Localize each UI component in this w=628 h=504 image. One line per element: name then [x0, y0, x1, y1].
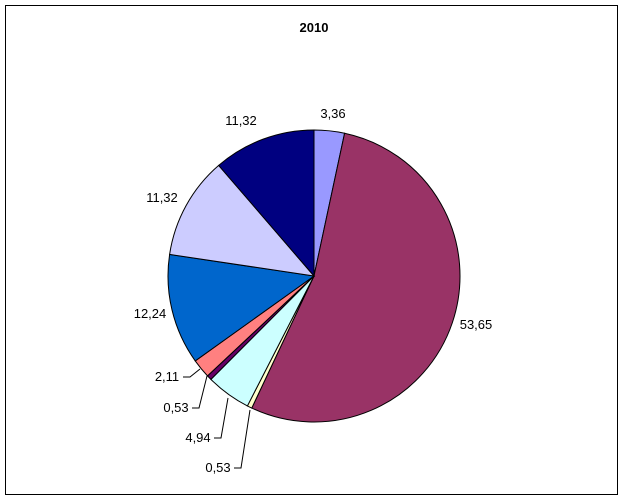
- data-label: 3,36: [320, 106, 345, 121]
- chart-title: 2010: [299, 20, 329, 35]
- leader-line: [192, 375, 208, 409]
- leader-line: [183, 368, 201, 378]
- data-label: 12,24: [134, 306, 167, 321]
- pie-slice: [167, 253, 316, 362]
- data-label: 11,32: [146, 190, 178, 205]
- data-label: 4,94: [185, 430, 210, 445]
- pie-slice: [169, 164, 316, 277]
- data-label: 53,65: [460, 317, 493, 332]
- leader-line: [234, 409, 251, 469]
- leader-line: [214, 397, 229, 439]
- data-label: 2,11: [155, 369, 179, 384]
- data-label: 0,53: [205, 460, 230, 475]
- data-label: 0,53: [163, 400, 188, 415]
- pie-slice: [217, 129, 315, 278]
- data-label: 11,32: [225, 113, 257, 128]
- pie-slice: [251, 132, 461, 423]
